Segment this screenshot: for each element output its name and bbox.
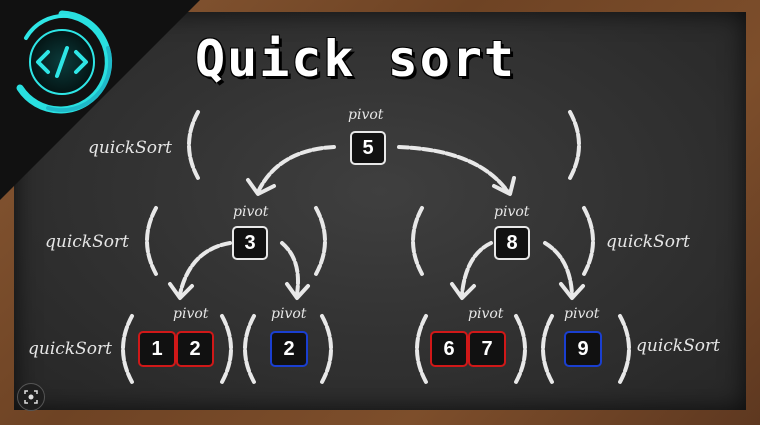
node-left: 3 xyxy=(232,226,268,260)
paren-open-ll xyxy=(121,314,134,384)
pivot-label-left: pivot xyxy=(233,204,269,220)
paren-open-rr xyxy=(541,314,554,384)
paren-close-rr xyxy=(618,314,631,384)
node-rl-b: 7 xyxy=(468,331,506,367)
arrowhead-rl xyxy=(450,282,476,300)
arrow-left-left xyxy=(178,241,232,296)
node-rr: 9 xyxy=(564,331,602,367)
pivot-label-ll: pivot xyxy=(173,306,209,322)
paren-open-root xyxy=(187,110,200,180)
pivot-label-rr: pivot xyxy=(564,306,600,322)
chalkboard xyxy=(14,12,746,410)
arrowhead-lr xyxy=(285,282,310,300)
paren-close-lr xyxy=(320,314,333,384)
node-right: 8 xyxy=(494,226,530,260)
paren-open-left xyxy=(145,206,158,276)
paren-close-ll xyxy=(220,314,233,384)
node-ll-b: 2 xyxy=(176,331,214,367)
paren-close-root xyxy=(568,110,581,180)
arrowhead-root-left xyxy=(246,178,276,196)
node-rl-a: 6 xyxy=(430,331,468,367)
arrow-right-left xyxy=(460,241,493,296)
arrow-left-right xyxy=(280,241,300,296)
quicksort-label-right: quickSort xyxy=(606,232,690,252)
pivot-label-root: pivot xyxy=(348,107,384,123)
paren-close-left xyxy=(314,206,327,276)
arrowhead-root-right xyxy=(492,176,516,196)
pivot-label-rl: pivot xyxy=(468,306,504,322)
arrow-right-right xyxy=(543,241,574,296)
arrow-root-left xyxy=(256,145,336,194)
pivot-label-lr: pivot xyxy=(271,306,307,322)
paren-close-rl xyxy=(514,314,527,384)
node-lr: 2 xyxy=(270,331,308,367)
lens-search-icon xyxy=(24,390,38,404)
page-title: Quick sort xyxy=(195,30,517,88)
quicksort-label-ll: quickSort xyxy=(28,339,112,359)
quicksort-label-rr: quickSort xyxy=(636,336,720,356)
arrow-root-right xyxy=(397,145,510,194)
quicksort-label-left: quickSort xyxy=(45,232,129,252)
paren-open-lr xyxy=(243,314,256,384)
paren-open-right xyxy=(411,206,424,276)
paren-close-right xyxy=(582,206,595,276)
node-root: 5 xyxy=(350,131,386,165)
lens-button[interactable] xyxy=(17,383,45,411)
arrowhead-rr xyxy=(559,282,585,300)
node-ll-a: 1 xyxy=(138,331,176,367)
quicksort-label-root: quickSort xyxy=(88,138,172,158)
paren-open-rl xyxy=(415,314,428,384)
arrowhead-ll xyxy=(168,282,194,300)
code-brackets-icon xyxy=(16,10,113,114)
pivot-label-right: pivot xyxy=(494,204,530,220)
